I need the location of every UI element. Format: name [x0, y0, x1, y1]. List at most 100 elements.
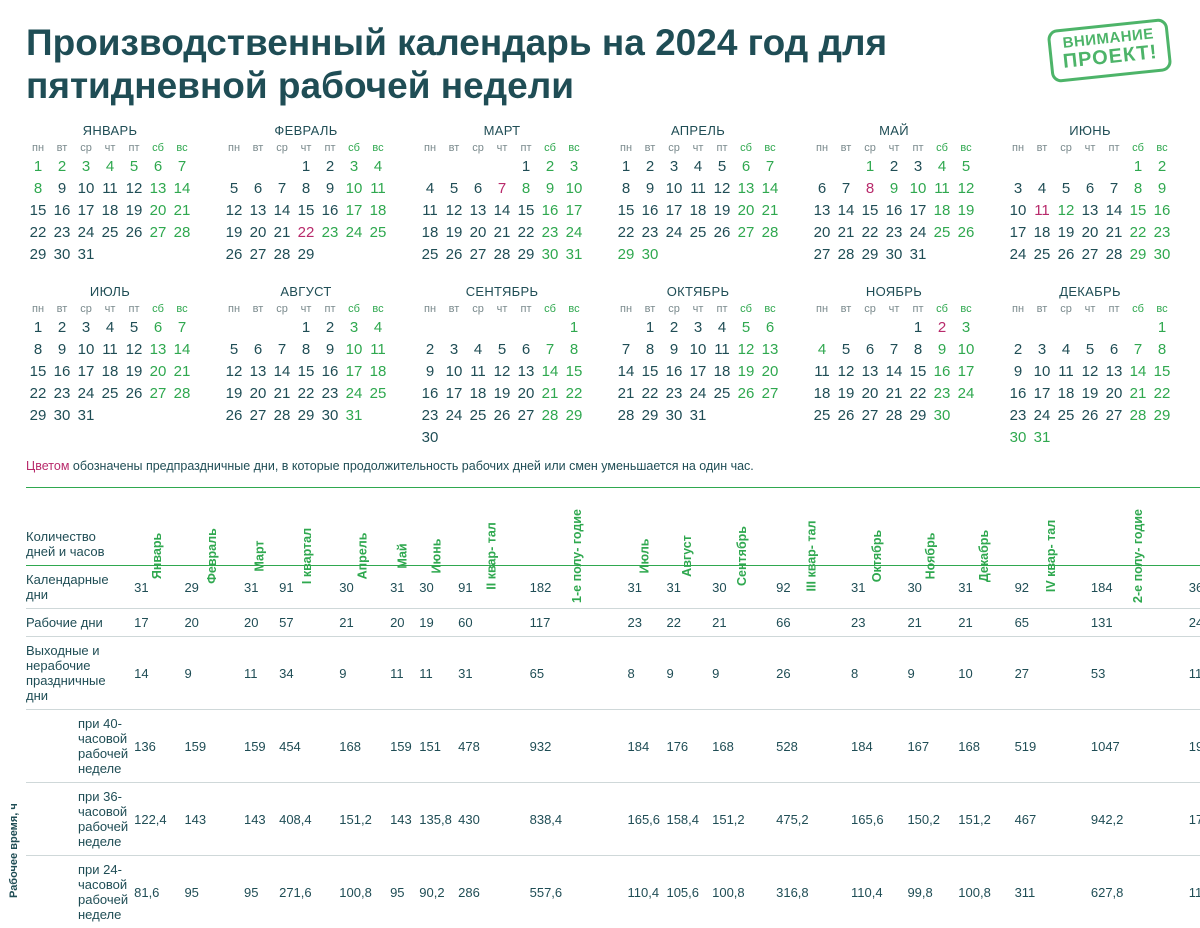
day-cell: 26 — [954, 222, 978, 244]
day-cell: 29 — [638, 405, 662, 427]
summary-cell: 1780,6 — [1187, 783, 1200, 856]
day-cell: 8 — [294, 339, 318, 361]
day-cell: 12 — [834, 361, 858, 383]
dow-cell: вс — [562, 303, 586, 317]
month: МАРТпнвтсрчтптсбвс....123456789101112131… — [418, 123, 586, 266]
summary-cell: 21 — [337, 609, 388, 637]
summary-cell: 100,8 — [710, 856, 774, 928]
summary-cell: 57 — [277, 609, 337, 637]
day-cell: 20 — [734, 200, 758, 222]
day-cell: 1 — [294, 156, 318, 178]
day-cell: 13 — [1102, 361, 1126, 383]
day-cell: 3 — [342, 156, 366, 178]
dow-cell: чт — [490, 142, 514, 156]
day-cell: 7 — [834, 178, 858, 200]
day-cell: 31 — [74, 244, 98, 266]
summary-col-header: II квар- тал — [456, 488, 527, 566]
summary-col-header: IV квар- тал — [1013, 488, 1089, 566]
day-cell: 4 — [366, 317, 390, 339]
dow-cell: вт — [442, 303, 466, 317]
summary-table: Количество дней и часовЯнварьФевральМарт… — [26, 487, 1200, 928]
day-cell: 18 — [710, 361, 734, 383]
day-cell: 24 — [342, 383, 366, 405]
day-cell: 14 — [758, 178, 782, 200]
dow-cell: вт — [638, 303, 662, 317]
day-cell: 25 — [686, 222, 710, 244]
week-row: 2728293031.. — [810, 244, 978, 266]
summary-cell: 8 — [625, 637, 664, 710]
week-row: 16171819202122 — [1006, 383, 1174, 405]
day-cell: 14 — [538, 361, 562, 383]
day-cell: 8 — [906, 339, 930, 361]
day-cell: 1 — [294, 317, 318, 339]
day-cell: 10 — [74, 339, 98, 361]
summary-cell: 131 — [1089, 609, 1187, 637]
day-cell: 27 — [810, 244, 834, 266]
day-cell: 13 — [146, 178, 170, 200]
dow-cell: сб — [734, 303, 758, 317]
summary-cell: 66 — [774, 609, 849, 637]
day-cell: 29 — [294, 405, 318, 427]
day-cell: 9 — [538, 178, 562, 200]
day-cell: 26 — [122, 383, 146, 405]
day-cell: 11 — [366, 339, 390, 361]
day-cell: 21 — [490, 222, 514, 244]
summary-cell: 159 — [182, 710, 242, 783]
day-cell: 4 — [98, 156, 122, 178]
dow-cell: вт — [246, 303, 270, 317]
summary-cell: 23 — [849, 609, 905, 637]
day-cell: 11 — [1054, 361, 1078, 383]
dow-cell: ср — [270, 303, 294, 317]
day-cell: 14 — [270, 200, 294, 222]
day-cell: 11 — [98, 178, 122, 200]
day-cell: 3 — [954, 317, 978, 339]
day-cell: 1 — [1126, 156, 1150, 178]
day-cell: 6 — [146, 317, 170, 339]
day-cell: 27 — [246, 244, 270, 266]
day-cell: 28 — [270, 405, 294, 427]
summary-cell: 151,2 — [337, 783, 388, 856]
dow-row: пнвтсрчтптсбвс — [1006, 142, 1174, 156]
summary-cell: 17 — [132, 609, 182, 637]
dow-cell: пн — [810, 142, 834, 156]
dow-cell: вс — [170, 303, 194, 317]
day-cell: 22 — [1150, 383, 1174, 405]
week-row: 26272829... — [222, 244, 390, 266]
dow-cell: сб — [538, 142, 562, 156]
day-cell: 19 — [1054, 222, 1078, 244]
day-cell: 8 — [638, 339, 662, 361]
dow-row: пнвтсрчтптсбвс — [26, 142, 194, 156]
day-cell: 8 — [26, 339, 50, 361]
day-cell: 1 — [26, 317, 50, 339]
day-cell: 23 — [50, 222, 74, 244]
week-row: 11121314151617 — [810, 361, 978, 383]
day-cell: 26 — [222, 405, 246, 427]
dow-row: пнвтсрчтптсбвс — [1006, 303, 1174, 317]
day-cell: 13 — [466, 200, 490, 222]
day-cell: 14 — [170, 178, 194, 200]
day-cell: 17 — [342, 361, 366, 383]
day-cell: 10 — [1030, 361, 1054, 383]
day-cell: 9 — [882, 178, 906, 200]
summary-col-header: 2-е полу- годие — [1089, 488, 1187, 566]
week-row: 18192021222324 — [810, 383, 978, 405]
summary-cell: 9 — [905, 637, 956, 710]
dow-cell: пт — [710, 142, 734, 156]
day-cell: 1 — [1150, 317, 1174, 339]
summary-cell: 11 — [417, 637, 456, 710]
summary-cell: 838,4 — [528, 783, 626, 856]
day-cell: 5 — [222, 339, 246, 361]
dow-cell: пт — [514, 303, 538, 317]
day-cell: 3 — [662, 156, 686, 178]
day-cell: 18 — [98, 200, 122, 222]
day-cell: 9 — [1006, 361, 1030, 383]
day-cell: 18 — [98, 361, 122, 383]
summary-col-header: I квартал — [277, 488, 337, 566]
day-cell: 7 — [538, 339, 562, 361]
summary-cell: 159 — [388, 710, 417, 783]
day-cell: 17 — [906, 200, 930, 222]
week-row: 891011121314 — [26, 178, 194, 200]
week-row: ......1 — [1006, 317, 1174, 339]
day-cell: 8 — [1126, 178, 1150, 200]
day-cell: 17 — [954, 361, 978, 383]
